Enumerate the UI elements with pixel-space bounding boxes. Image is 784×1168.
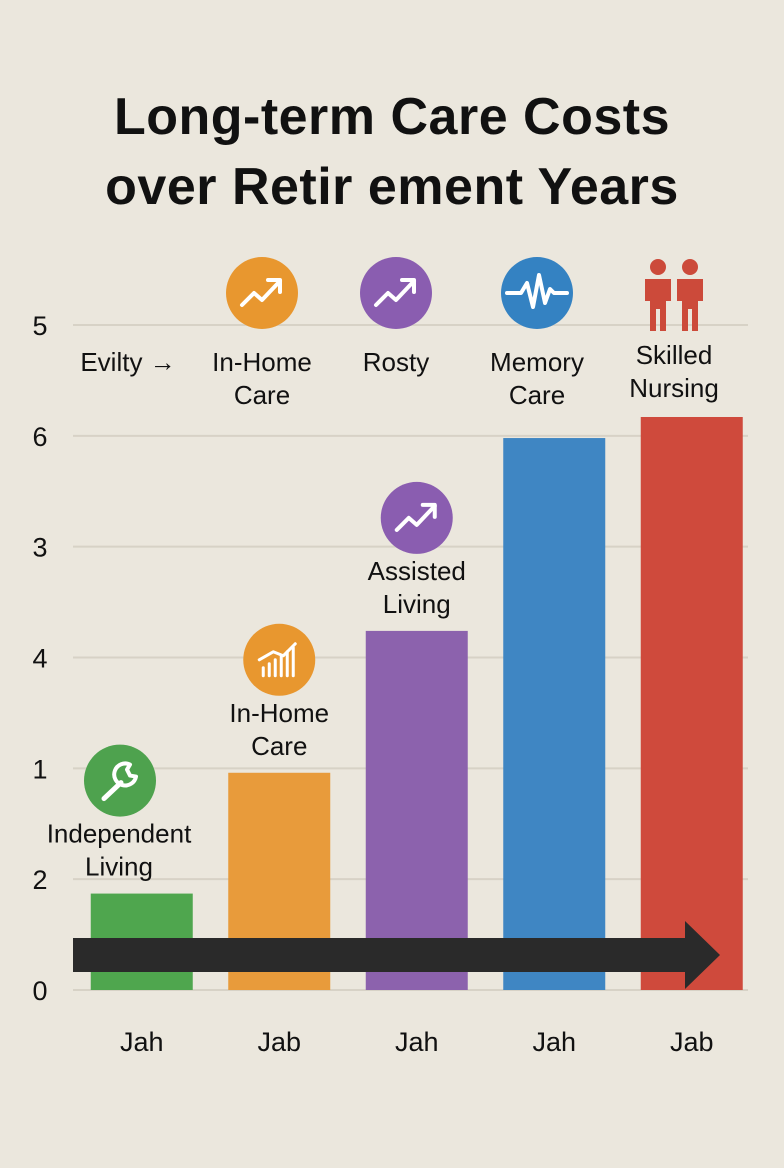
trend-up-icon	[360, 257, 432, 329]
x-tick-label: Jab	[257, 1027, 301, 1057]
trend-up-icon	[380, 481, 453, 554]
x-tick-label: Jah	[120, 1027, 164, 1057]
bar-label: In-Home	[229, 698, 329, 728]
x-tick-label: Jah	[395, 1027, 439, 1057]
bar-label: Care	[251, 731, 307, 761]
x-tick-label: Jah	[532, 1027, 576, 1057]
bar-label: Living	[383, 589, 451, 619]
y-tick-label: 4	[32, 644, 47, 674]
top-row-label: Skilled	[636, 340, 713, 370]
y-tick-label: 1	[32, 754, 47, 784]
top-row-label: Care	[509, 380, 565, 410]
top-row-label: Evilty →	[80, 347, 175, 377]
bar-label: Assisted	[368, 556, 466, 586]
bar-label: Living	[85, 852, 153, 882]
top-row-label: Care	[234, 380, 290, 410]
timeline-arrow	[73, 921, 720, 989]
chart-title-line-1: Long-term Care Costs	[113, 88, 671, 146]
top-row-label: Nursing	[629, 373, 719, 403]
bar-3	[365, 630, 468, 990]
trend-up-icon	[226, 257, 298, 329]
x-tick-label: Jab	[670, 1027, 714, 1057]
top-row-label: Rosty	[363, 347, 429, 377]
bar-5	[640, 416, 743, 990]
y-tick-label: 3	[32, 533, 47, 563]
top-row-label: In-Home	[212, 347, 312, 377]
top-row-label: Memory	[490, 347, 584, 377]
wrench-icon	[84, 744, 156, 817]
y-tick-label: 0	[32, 976, 47, 1006]
heartbeat-icon	[501, 257, 573, 329]
chart-title: Long-term Care Costs over Retir ement Ye…	[0, 82, 784, 222]
chart-title-line-2: over Retir ement Years	[105, 158, 679, 216]
bar-label: Independent	[47, 819, 192, 849]
bar-4	[503, 438, 606, 990]
y-tick-label: 5	[32, 311, 47, 341]
bar-chart-icon	[243, 623, 316, 696]
people-icon	[645, 259, 703, 331]
y-tick-label: 6	[32, 422, 47, 452]
y-tick-label: 2	[32, 865, 47, 895]
